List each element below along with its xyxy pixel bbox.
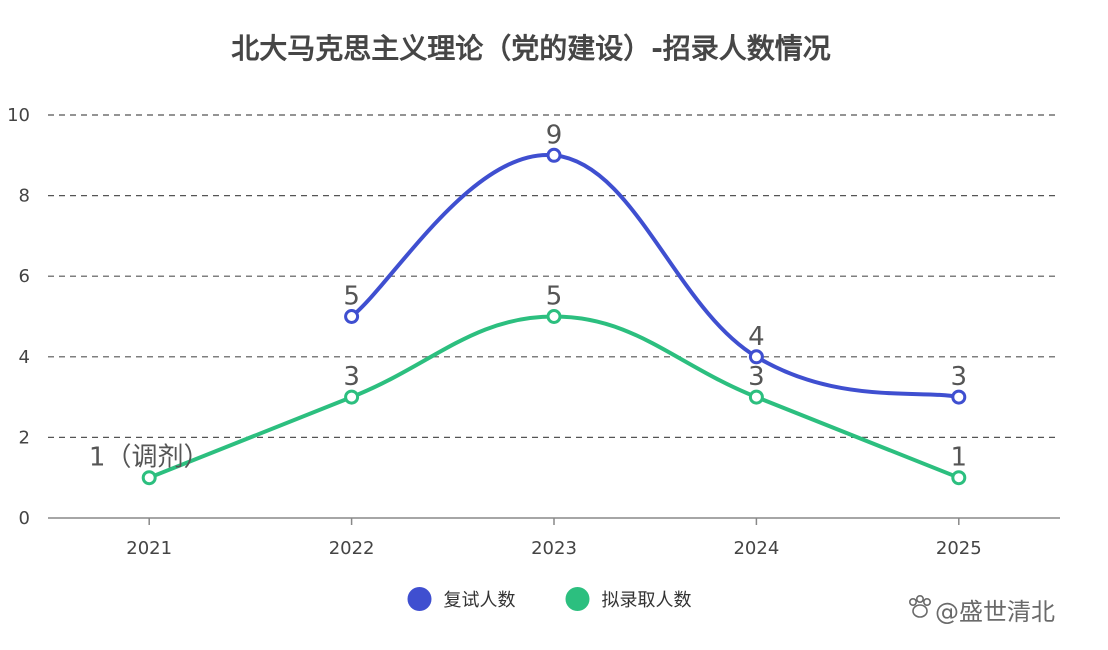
series-line <box>349 153 961 400</box>
data-point <box>951 389 967 405</box>
legend-item[interactable]: 复试人数 <box>407 587 516 611</box>
x-tick-label: 2021 <box>126 538 172 559</box>
data-point <box>546 309 562 324</box>
data-point <box>748 389 764 405</box>
y-tick-label: 6 <box>19 266 30 287</box>
watermark: @盛世清北 <box>909 595 1055 626</box>
x-tick-label: 2022 <box>329 538 375 559</box>
legend-marker <box>407 587 432 611</box>
data-point <box>344 309 360 324</box>
y-tick-label: 0 <box>19 508 30 529</box>
y-tick-label: 10 <box>7 105 30 126</box>
data-label: 3 <box>951 362 968 392</box>
data-point <box>141 470 157 486</box>
legend-label: 拟录取人数 <box>602 590 692 611</box>
data-labels: 5 9 4 3 1（调剂） 3 5 3 1 <box>89 120 967 472</box>
y-tick-label: 2 <box>19 427 30 448</box>
chart-title: 北大马克思主义理论（党的建设）-招录人数情况 <box>231 32 831 65</box>
y-axis: 0 2 4 6 8 10 <box>7 105 30 529</box>
y-tick-label: 8 <box>19 186 30 207</box>
data-point <box>546 147 562 163</box>
watermark-text: @盛世清北 <box>935 598 1055 626</box>
data-label: 3 <box>748 362 765 392</box>
data-label: 4 <box>748 322 765 352</box>
legend-marker <box>565 587 590 611</box>
legend: 复试人数 拟录取人数 <box>407 587 692 611</box>
x-axis: 2021 2022 2023 2024 2025 <box>48 517 1060 559</box>
data-label: 5 <box>343 282 360 312</box>
x-tick-label: 2025 <box>936 538 982 559</box>
legend-label: 复试人数 <box>444 590 516 611</box>
grid-lines <box>48 114 1060 438</box>
x-tick-label: 2023 <box>531 538 577 559</box>
data-point <box>748 349 764 365</box>
data-label: 1（调剂） <box>89 443 210 473</box>
data-point <box>344 389 360 405</box>
series-line <box>147 314 961 480</box>
paw-logo-icon <box>909 595 932 618</box>
y-tick-label: 4 <box>19 347 30 368</box>
data-label: 5 <box>546 282 563 312</box>
data-label: 9 <box>546 120 563 150</box>
data-point <box>951 470 967 486</box>
data-label: 3 <box>343 362 360 392</box>
series-lines <box>141 147 967 486</box>
x-tick-label: 2024 <box>733 538 779 559</box>
legend-item[interactable]: 拟录取人数 <box>565 587 692 611</box>
data-label: 1 <box>951 443 968 473</box>
